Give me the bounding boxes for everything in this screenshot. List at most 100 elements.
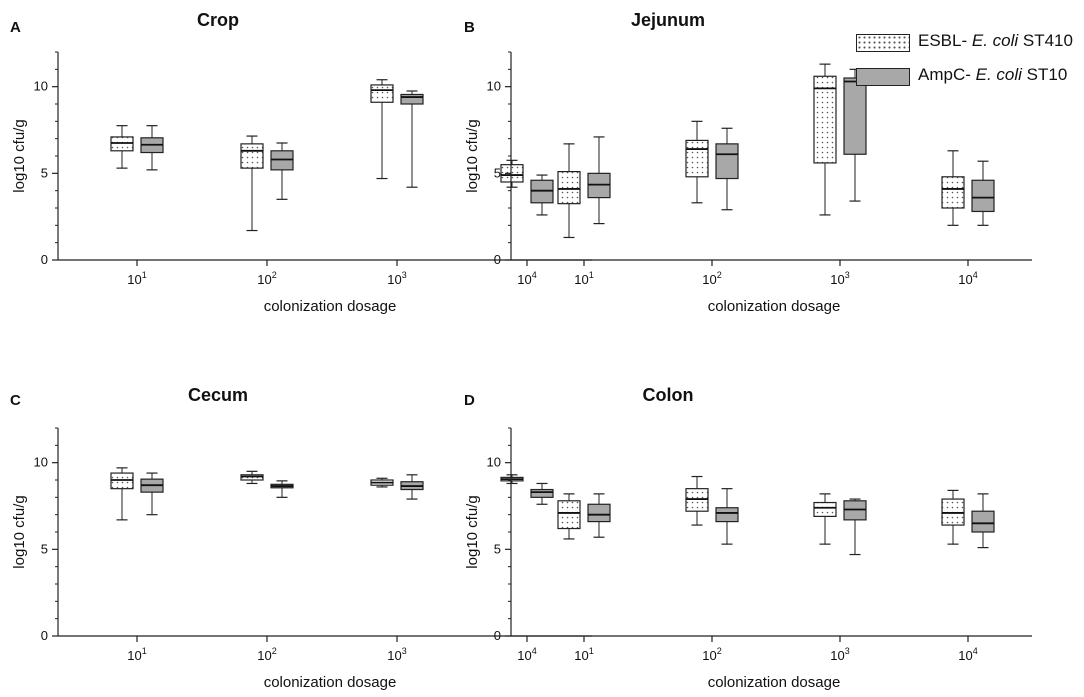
box-ampc-4: [530, 482, 554, 505]
y-axis-label: log10 cfu/g: [464, 119, 481, 192]
panel-title: Crop: [197, 10, 239, 30]
box-esbl-3: [370, 79, 394, 180]
x-tick-label-base: 10: [517, 648, 531, 663]
x-tick-label: 103: [387, 646, 406, 663]
box-ampc-1: [587, 493, 611, 538]
x-axis-label: colonization dosage: [708, 674, 841, 691]
box-ampc-4: [971, 493, 995, 549]
panel-title: Cecum: [188, 385, 248, 405]
x-tick-label: 102: [257, 270, 276, 287]
box-esbl-1: [110, 125, 134, 169]
box-esbl-4: [500, 474, 524, 485]
box-ampc-3: [400, 474, 424, 500]
x-tick-label: 103: [387, 270, 406, 287]
iqr-box: [941, 176, 965, 209]
box-ampc-4: [530, 174, 554, 216]
x-tick-label-exponent: 2: [272, 646, 277, 656]
box-ampc-2: [270, 480, 294, 498]
x-tick-label-exponent: 3: [402, 646, 407, 656]
box-ampc-4: [971, 160, 995, 226]
x-tick-label: 104: [517, 270, 536, 287]
iqr-box: [557, 500, 581, 530]
x-tick-label-exponent: 4: [973, 270, 978, 280]
legend-swatch-gray: [856, 68, 910, 86]
panel-letter: A: [10, 19, 21, 36]
legend-item-ampc: AmpC- E. coli ST10: [852, 64, 1080, 98]
x-tick-label: 101: [127, 646, 146, 663]
y-tick-label: 10: [487, 455, 501, 470]
y-axis-label: log10 cfu/g: [11, 495, 28, 568]
x-tick-label-base: 10: [257, 648, 271, 663]
box-ampc-2: [270, 142, 294, 200]
box-ampc-1: [140, 125, 164, 171]
x-tick-label-base: 10: [387, 648, 401, 663]
x-tick-label-base: 10: [257, 272, 271, 287]
box-esbl-2: [240, 135, 264, 232]
panel-title: Colon: [643, 385, 694, 405]
legend-item-esbl: ESBL- E. coli ST410: [852, 30, 1080, 64]
iqr-box: [530, 488, 554, 498]
x-tick-label: 101: [574, 646, 593, 663]
legend-label-esbl: ESBL- E. coli ST410: [918, 31, 1073, 50]
panel-b-jejunum: B Jejunum 0 5 10 log10 cfu/g colonization dosa…: [464, 10, 1032, 315]
y-tick-label: 5: [41, 541, 48, 556]
box-ampc-1: [140, 472, 164, 516]
x-tick-label-base: 10: [574, 272, 588, 287]
panel-d-colon: D Colon 0 5 10 log10 cfu/g colonization dosage…: [464, 385, 1032, 691]
iqr-box: [971, 510, 995, 533]
y-tick-label: 10: [34, 79, 48, 94]
x-tick-label: 103: [830, 646, 849, 663]
panel-letter: B: [464, 19, 475, 36]
iqr-box: [971, 179, 995, 213]
iqr-box: [813, 501, 837, 517]
x-tick-label: 101: [574, 270, 593, 287]
x-axis-label: colonization dosage: [708, 298, 841, 315]
box-esbl-4: [500, 159, 524, 188]
y-tick-label: 5: [494, 541, 501, 556]
y-tick-label: 0: [494, 628, 501, 643]
panel-title: Jejunum: [631, 10, 705, 30]
x-tick-label-exponent: 1: [589, 270, 594, 280]
x-axis-label: colonization dosage: [264, 674, 397, 691]
x-tick-label-exponent: 1: [589, 646, 594, 656]
x-tick-label-exponent: 3: [402, 270, 407, 280]
panel-letter: D: [464, 392, 475, 409]
box-esbl-1: [557, 493, 581, 540]
box-esbl-2: [240, 470, 264, 485]
x-tick-label-base: 10: [127, 648, 141, 663]
x-tick-label-exponent: 3: [845, 270, 850, 280]
x-tick-label: 102: [702, 646, 721, 663]
x-tick-label: 104: [958, 270, 977, 287]
x-tick-label-base: 10: [958, 272, 972, 287]
box-ampc-3: [400, 90, 424, 188]
y-tick-label: 10: [487, 79, 501, 94]
x-tick-label-exponent: 2: [272, 270, 277, 280]
box-esbl-1: [557, 143, 581, 239]
x-tick-label-base: 10: [574, 648, 588, 663]
x-tick-label: 103: [830, 270, 849, 287]
iqr-box: [557, 171, 581, 205]
box-ampc-2: [715, 127, 739, 211]
box-esbl-4: [941, 150, 965, 226]
box-esbl-3: [813, 493, 837, 545]
x-tick-label: 101: [127, 270, 146, 287]
box-esbl-1: [110, 467, 134, 521]
x-tick-label-base: 10: [702, 648, 716, 663]
y-tick-label: 5: [41, 165, 48, 180]
x-tick-label-exponent: 4: [532, 270, 537, 280]
x-tick-label-exponent: 1: [142, 646, 147, 656]
x-tick-label-base: 10: [387, 272, 401, 287]
y-tick-label: 0: [41, 252, 48, 267]
x-tick-label: 104: [517, 646, 536, 663]
y-tick-label: 5: [494, 165, 501, 180]
x-tick-label-exponent: 4: [973, 646, 978, 656]
iqr-box: [500, 164, 524, 183]
iqr-box: [400, 93, 424, 105]
iqr-box: [685, 139, 709, 178]
x-tick-label-base: 10: [958, 648, 972, 663]
box-esbl-2: [685, 120, 709, 204]
x-tick-label: 104: [958, 646, 977, 663]
x-tick-label-exponent: 2: [717, 646, 722, 656]
